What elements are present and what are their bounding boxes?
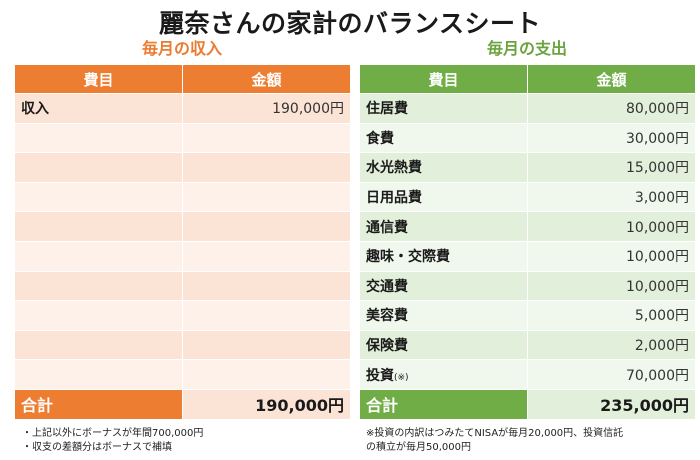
expense-notes: ※投資の内訳はつみたてNISAが毎月20,000円、投資信託 の積立が毎月50,… <box>366 427 696 455</box>
table-row <box>14 211 351 242</box>
expense-amount: 15,000円 <box>527 152 696 183</box>
income-header-row: 費目 金額 <box>14 64 351 94</box>
income-panel: 毎月の収入 費目 金額 収入 190,000円 合計 190,000円 <box>14 36 351 420</box>
expense-total-row: 合計 235,000円 <box>359 388 696 420</box>
expense-heading: 毎月の支出 <box>486 39 567 58</box>
income-amount <box>182 359 351 390</box>
table-row <box>14 181 351 213</box>
table-row <box>14 359 351 390</box>
income-item <box>14 270 183 302</box>
table-row <box>14 122 351 154</box>
income-amount <box>182 240 351 272</box>
income-notes: ・上記以外にボーナスが年間700,000円 ・収支の差額分はボーナスで補填 <box>22 427 203 455</box>
income-amount <box>182 122 351 154</box>
income-note-line: ・収支の差額分はボーナスで補填 <box>22 442 172 453</box>
table-row <box>14 329 351 361</box>
income-amount <box>182 300 351 331</box>
income-item <box>14 122 183 154</box>
table-row <box>14 300 351 331</box>
table-row <box>14 152 351 183</box>
expense-amount: 5,000円 <box>527 300 696 331</box>
income-amount <box>182 329 351 361</box>
expense-amount: 10,000円 <box>527 270 696 302</box>
expense-item: 美容費 <box>359 300 528 331</box>
income-heading: 毎月の収入 <box>141 39 222 58</box>
income-item: 収入 <box>14 93 183 124</box>
expense-total-label: 合計 <box>359 388 528 420</box>
income-total-row: 合計 190,000円 <box>14 388 351 420</box>
income-amount <box>182 181 351 213</box>
table-row: 投資(※) 70,000円 <box>359 359 696 390</box>
expense-item: 交通費 <box>359 270 528 302</box>
expense-amount: 3,000円 <box>527 181 696 213</box>
expense-panel: 毎月の支出 費目 金額 住居費 80,000円 食費 30,000円 水光熱費 15,… <box>359 36 696 420</box>
expense-total-value: 235,000円 <box>527 388 696 420</box>
expense-amount: 70,000円 <box>527 359 696 390</box>
income-amount <box>182 211 351 242</box>
expense-col-item: 費目 <box>359 64 528 94</box>
income-amount <box>182 152 351 183</box>
expense-item: 投資(※) <box>359 359 528 390</box>
income-item <box>14 181 183 213</box>
income-col-item: 費目 <box>14 64 183 94</box>
income-item <box>14 359 183 390</box>
income-item <box>14 300 183 331</box>
expense-item: 水光熱費 <box>359 152 528 183</box>
expense-item-note: (※) <box>394 372 409 383</box>
table-row: 食費 30,000円 <box>359 122 696 154</box>
table-row: 住居費 80,000円 <box>359 93 696 124</box>
income-note-line: ・上記以外にボーナスが年間700,000円 <box>22 428 204 439</box>
table-row <box>14 270 351 302</box>
income-total-label: 合計 <box>14 388 183 420</box>
income-total-value: 190,000円 <box>182 388 351 420</box>
expense-amount: 10,000円 <box>527 240 696 272</box>
expense-col-amount: 金額 <box>527 64 696 94</box>
income-amount: 190,000円 <box>182 93 351 124</box>
expense-amount: 10,000円 <box>527 211 696 242</box>
table-row: 交通費 10,000円 <box>359 270 696 302</box>
expense-item: 日用品費 <box>359 181 528 213</box>
income-item <box>14 329 183 361</box>
table-row: 趣味・交際費 10,000円 <box>359 240 696 272</box>
income-col-amount: 金額 <box>182 64 351 94</box>
expense-header-row: 費目 金額 <box>359 64 696 94</box>
table-row: 収入 190,000円 <box>14 93 351 124</box>
income-item <box>14 152 183 183</box>
page-title: 麗奈さんの家計のバランスシート <box>158 9 541 38</box>
expense-note-line: ※投資の内訳はつみたてNISAが毎月20,000円、投資信託 <box>366 428 624 439</box>
table-row: 水光熱費 15,000円 <box>359 152 696 183</box>
income-item <box>14 211 183 242</box>
table-row <box>14 240 351 272</box>
expense-item: 通信費 <box>359 211 528 242</box>
table-row: 保険費 2,000円 <box>359 329 696 361</box>
table-row: 美容費 5,000円 <box>359 300 696 331</box>
table-row: 通信費 10,000円 <box>359 211 696 242</box>
expense-amount: 80,000円 <box>527 93 696 124</box>
table-row: 日用品費 3,000円 <box>359 181 696 213</box>
expense-table: 費目 金額 住居費 80,000円 食費 30,000円 水光熱費 15,000円 日… <box>359 64 696 420</box>
income-item <box>14 240 183 272</box>
income-table: 費目 金額 収入 190,000円 合計 190,000円 <box>14 64 351 420</box>
expense-note-line: の積立が毎月50,000円 <box>366 442 471 453</box>
income-amount <box>182 270 351 302</box>
expense-amount: 2,000円 <box>527 329 696 361</box>
expense-item: 趣味・交際費 <box>359 240 528 272</box>
expense-item: 保険費 <box>359 329 528 361</box>
expense-item-label: 投資 <box>366 367 394 384</box>
expense-amount: 30,000円 <box>527 122 696 154</box>
expense-item: 住居費 <box>359 93 528 124</box>
expense-item: 食費 <box>359 122 528 154</box>
